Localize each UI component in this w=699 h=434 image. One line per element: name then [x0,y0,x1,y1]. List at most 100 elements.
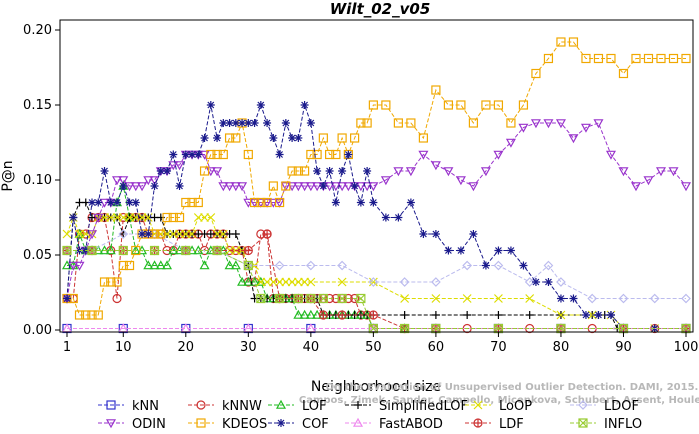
point-lof [230,260,241,270]
point-kdeos [381,100,391,110]
point-loop [262,277,272,287]
point-cof [63,294,71,303]
point-odin [280,182,291,192]
legend-marker-cof [277,419,285,427]
point-kdeos [249,197,260,208]
point-kdeos [112,277,122,287]
point-odin [168,161,179,171]
legend-item-simplifiedlof: SimplifiedLOF [345,399,468,414]
point-odin [505,138,516,148]
point-odin [655,167,667,177]
point-loop [168,229,178,239]
point-cof [119,182,128,190]
point-cof [219,119,228,127]
series-ldof [62,229,691,304]
point-cof [319,182,328,190]
point-cof [325,167,334,175]
point-cof [138,230,147,238]
point-cof [369,198,378,207]
point-odin [668,167,679,177]
point-ldof [274,260,285,271]
point-inflo [337,293,347,304]
point-cof [206,101,215,109]
point-kdeos [287,166,297,176]
x-tick-label: 1 [63,340,71,355]
point-odin [618,167,629,177]
point-lof [199,260,210,270]
point-cof [156,167,165,175]
point-ldof [649,293,660,304]
x-axis: 1 10 20 30 40 50 60 70 80 90 100 [63,332,699,355]
point-loop [62,229,72,239]
legend-label-knn: kNN [132,399,159,414]
point-lof [162,260,173,270]
point-cof [288,134,297,142]
point-odin [480,167,491,177]
point-odin [86,230,98,240]
point-kdeos [456,100,466,110]
legend-item-odin: ODIN [98,417,166,432]
point-odin [230,182,241,192]
point-simplifiedlof [231,230,240,238]
point-odin [630,182,641,192]
point-lof [305,309,316,319]
legend-item-inflo: INFLO [570,417,642,432]
point-kdeos [531,68,541,79]
series-inflo [62,245,691,334]
point-loop [125,213,134,222]
legend: kNN kNNW LOF SimplifiedLOF LoOP LDOF ODIN KDEOS… [98,399,642,432]
point-cof [350,182,359,190]
point-cof [344,150,353,159]
point-kdeos [506,118,516,128]
point-odin [74,261,85,271]
point-ldof [337,260,347,271]
point-kdeos [293,166,303,176]
x-tick-label: 100 [674,340,699,355]
point-odin [605,150,616,160]
point-kdeos [199,166,210,176]
point-cof [169,150,178,159]
point-cof [269,134,278,142]
x-tick-label: 90 [615,340,632,355]
point-kdeos [325,149,335,160]
point-ldof [618,293,629,304]
point-loop [275,277,285,287]
point-cof [544,278,553,286]
point-cof [200,134,209,142]
point-loop [112,213,122,222]
point-cof [531,278,540,286]
y-tick-label: 0.20 [23,23,52,38]
point-ldf [243,245,253,256]
point-ldof [462,260,473,271]
legend-marker-odin [105,419,117,429]
legend-item-ldof: LDOF [570,399,639,414]
point-cof [231,119,240,127]
point-cof [69,213,78,222]
point-ldf [262,229,272,239]
point-cof [225,119,234,127]
point-cof [313,167,322,175]
legend-item-lof: LOF [268,399,327,414]
point-kdeos [156,229,166,239]
point-ldof [556,277,566,287]
legend-label-ldf: LDF [499,417,524,432]
point-odin [393,167,404,177]
x-tick-label: 50 [365,340,382,355]
legend-marker-inflo [578,418,588,428]
point-kdeos [481,100,491,110]
point-ldof [543,260,554,271]
watermark-citation: On the Evaluation of Unsupervised Outlie… [326,382,699,393]
point-inflo [62,245,72,256]
point-lof [155,260,166,270]
point-kdeos [406,118,416,128]
point-cof [175,182,184,190]
point-odin [443,167,454,177]
point-kdeos [493,100,504,110]
point-odin [218,182,229,192]
x-tick-label: 40 [303,340,320,355]
point-kdeos [281,181,291,191]
point-odin [324,182,335,192]
legend-marker-simplifiedlof [354,401,362,409]
point-inflo [181,245,191,256]
